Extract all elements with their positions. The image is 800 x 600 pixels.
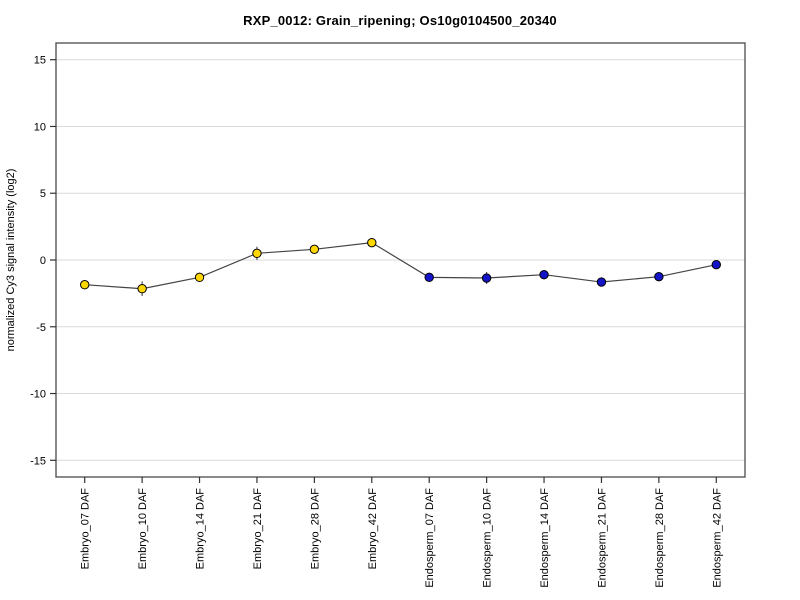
svg-text:Endosperm_10 DAF: Endosperm_10 DAF: [482, 488, 494, 588]
svg-text:5: 5: [40, 188, 46, 200]
svg-text:Embryo_10 DAF: Embryo_10 DAF: [137, 488, 149, 570]
svg-text:-10: -10: [30, 389, 46, 401]
svg-text:10: 10: [34, 121, 46, 133]
chart-title: RXP_0012: Grain_ripening; Os10g0104500_2…: [243, 13, 557, 28]
svg-text:-5: -5: [36, 322, 46, 334]
svg-text:Endosperm_21 DAF: Endosperm_21 DAF: [596, 488, 608, 588]
svg-text:Endosperm_14 DAF: Endosperm_14 DAF: [539, 488, 551, 588]
svg-text:Embryo_07 DAF: Embryo_07 DAF: [80, 488, 92, 570]
svg-text:Embryo_14 DAF: Embryo_14 DAF: [195, 488, 207, 570]
svg-text:normalized Cy3 signal intensit: normalized Cy3 signal intensity (log2): [5, 169, 17, 352]
svg-text:Endosperm_07 DAF: Endosperm_07 DAF: [424, 488, 436, 588]
svg-text:0: 0: [40, 255, 46, 267]
svg-text:Endosperm_42 DAF: Endosperm_42 DAF: [711, 488, 723, 588]
svg-text:15: 15: [34, 55, 46, 67]
svg-text:Endosperm_28 DAF: Endosperm_28 DAF: [654, 488, 666, 588]
svg-text:Embryo_42 DAF: Embryo_42 DAF: [367, 488, 379, 570]
svg-text:Embryo_21 DAF: Embryo_21 DAF: [252, 488, 264, 570]
svg-text:-15: -15: [30, 455, 46, 467]
svg-text:Embryo_28 DAF: Embryo_28 DAF: [309, 488, 321, 570]
